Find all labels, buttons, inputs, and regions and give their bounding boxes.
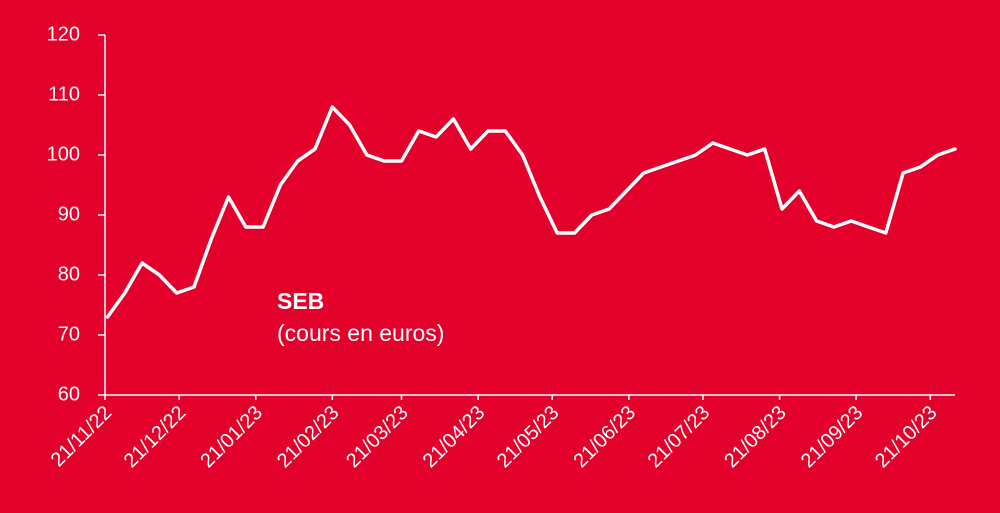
price-line <box>105 105 957 319</box>
y-tick-label: 120 <box>47 23 80 45</box>
y-tick-label: 100 <box>47 143 80 165</box>
y-tick-label: 110 <box>48 83 80 105</box>
y-tick-label: 60 <box>58 383 80 405</box>
y-tick-label: 80 <box>58 263 80 285</box>
y-tick-label: 90 <box>58 203 80 225</box>
y-tick-label: 70 <box>58 323 80 345</box>
annotation-title: SEB <box>277 288 324 314</box>
annotation-subtitle: (cours en euros) <box>277 320 444 346</box>
